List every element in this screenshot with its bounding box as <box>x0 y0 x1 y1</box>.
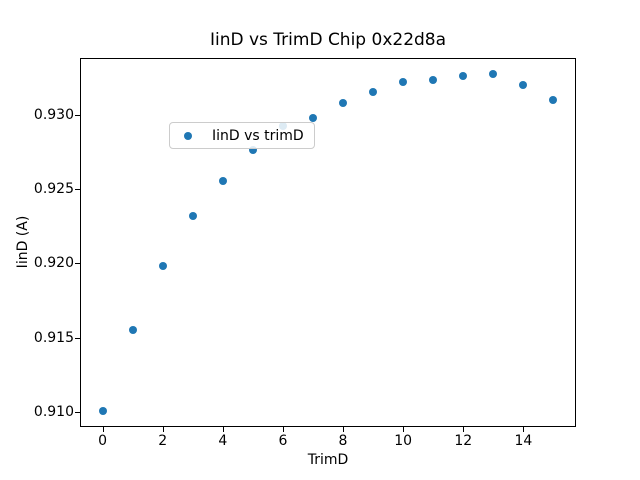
y-tick-mark <box>75 188 80 190</box>
data-point <box>188 211 197 220</box>
y-tick-mark <box>75 263 80 265</box>
data-point <box>98 406 107 415</box>
chart-title: IinD vs TrimD Chip 0x22d8a <box>209 30 447 50</box>
x-tick-mark <box>102 427 104 432</box>
data-point <box>399 77 408 86</box>
data-point <box>429 76 438 85</box>
x-tick-mark <box>282 427 284 432</box>
x-tick-mark <box>162 427 164 432</box>
x-tick-label: 14 <box>514 433 533 449</box>
data-point <box>549 95 558 104</box>
x-tick-mark <box>343 427 345 432</box>
legend-label: IinD vs trimD <box>212 127 304 144</box>
x-tick-mark <box>463 427 465 432</box>
data-point <box>459 71 468 80</box>
x-tick-mark <box>222 427 224 432</box>
data-point <box>519 80 528 89</box>
x-tick-label: 8 <box>338 433 348 449</box>
data-point <box>218 177 227 186</box>
y-tick-label: 0.930 <box>33 106 74 123</box>
y-tick-mark <box>75 114 80 116</box>
y-tick-label: 0.915 <box>33 329 74 346</box>
x-tick-label: 0 <box>98 433 107 449</box>
x-tick-label: 4 <box>218 433 228 449</box>
data-point <box>128 326 137 335</box>
data-point <box>248 146 257 155</box>
y-tick-mark <box>75 337 80 339</box>
data-point <box>489 70 498 79</box>
data-point <box>308 113 317 122</box>
plot-area: IinD vs trimD <box>80 58 576 427</box>
y-tick-label: 0.910 <box>33 404 74 421</box>
data-point <box>369 88 378 97</box>
data-point <box>158 262 167 271</box>
y-tick-label: 0.920 <box>33 255 74 272</box>
legend-marker-icon <box>184 131 192 140</box>
x-tick-mark <box>403 427 405 432</box>
y-tick-label: 0.925 <box>33 180 74 197</box>
x-tick-label: 6 <box>278 433 288 449</box>
legend: IinD vs trimD <box>169 122 315 149</box>
y-axis-label: IinD (A) <box>15 215 31 269</box>
x-tick-label: 12 <box>454 433 473 449</box>
data-point <box>339 98 348 107</box>
x-tick-label: 2 <box>158 433 168 449</box>
x-tick-mark <box>523 427 525 432</box>
y-tick-mark <box>75 412 80 414</box>
x-axis-label: TrimD <box>307 452 349 468</box>
x-tick-label: 10 <box>394 433 413 449</box>
